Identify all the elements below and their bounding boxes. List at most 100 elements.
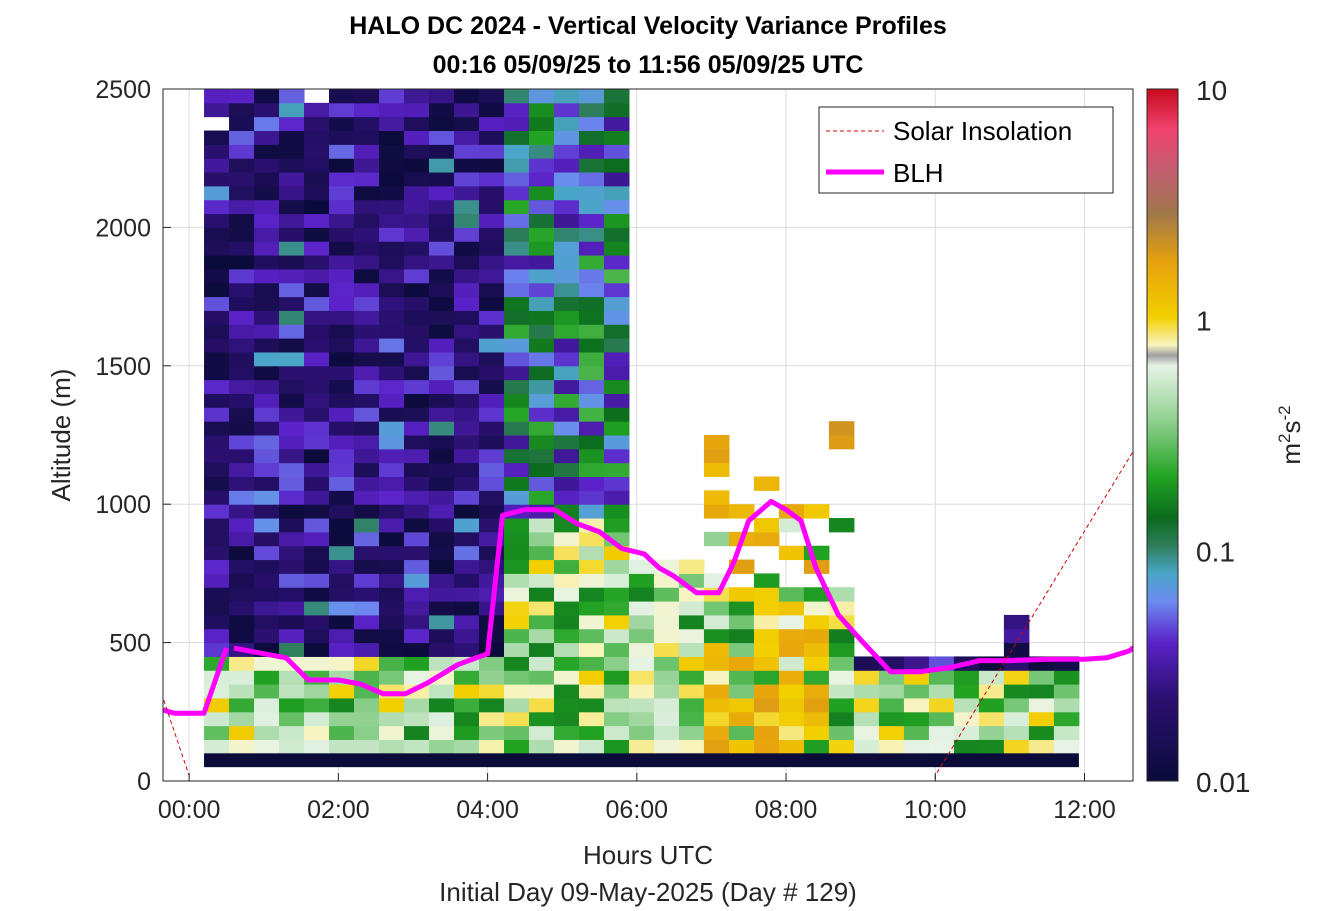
heatmap-cell [329, 435, 355, 450]
heatmap-cell [1028, 697, 1055, 713]
heatmap-cell [404, 504, 430, 519]
heatmap-cell [728, 587, 755, 602]
heatmap-cell [478, 130, 505, 145]
heatmap-cell [528, 614, 555, 630]
heatmap-cell [229, 601, 255, 616]
heatmap-cell [304, 587, 330, 602]
heatmap-cell [603, 407, 630, 422]
heatmap-cell [528, 338, 555, 353]
heatmap-cell [578, 89, 605, 104]
heatmap-cell [379, 130, 405, 145]
heatmap-cell [753, 642, 780, 657]
heatmap-cell [254, 601, 280, 616]
heatmap-cell [379, 351, 405, 367]
blh-line [233, 498, 1133, 697]
x-tick-label: 04:00 [456, 796, 519, 824]
heatmap-cell [454, 531, 480, 547]
heatmap-cell [229, 324, 255, 339]
heatmap-cell [254, 531, 280, 547]
heatmap-cell [379, 725, 405, 740]
heatmap-cell [354, 268, 380, 284]
heatmap-cell [678, 725, 705, 740]
heatmap-cell [528, 697, 555, 713]
heatmap-cell [254, 670, 280, 685]
heatmap-cell [429, 462, 455, 478]
heatmap-cell [379, 282, 405, 298]
heatmap-cell [379, 448, 405, 464]
heatmap-cell [803, 504, 830, 519]
heatmap-cell [254, 711, 280, 727]
heatmap-cell [404, 435, 430, 450]
heatmap-cell [553, 587, 580, 602]
heatmap-cell [603, 130, 630, 145]
heatmap-cell [553, 476, 580, 491]
heatmap-cell [329, 185, 355, 201]
heatmap-cell [429, 559, 455, 574]
heatmap-cell [454, 518, 480, 533]
heatmap-cell [279, 310, 305, 325]
heatmap-cell [329, 241, 355, 256]
heatmap-cell [753, 739, 780, 754]
heatmap-cell [404, 490, 430, 505]
heatmap-cell [204, 89, 230, 104]
heatmap-cell [454, 711, 480, 727]
heatmap-cell [429, 338, 455, 353]
heatmap-cell [204, 435, 230, 450]
heatmap-cell [503, 697, 530, 713]
heatmap-cell [528, 365, 555, 381]
heatmap-cell [379, 241, 405, 256]
heatmap-cell [329, 739, 355, 754]
heatmap-cell [578, 102, 605, 118]
heatmap-cell [653, 614, 680, 630]
heatmap-cell [354, 185, 380, 201]
heatmap-cell [429, 421, 455, 436]
heatmap-cell [354, 199, 380, 215]
heatmap-cell [454, 559, 480, 574]
heatmap-cell [354, 601, 380, 616]
heatmap-cell [329, 227, 355, 242]
heatmap-cell [653, 642, 680, 657]
heatmap-cell [454, 476, 480, 491]
heatmap-cell [553, 448, 580, 464]
heatmap-cell [279, 185, 305, 201]
heatmap-cell [628, 559, 655, 574]
heatmap-cell [478, 282, 505, 298]
heatmap-cell [528, 656, 555, 671]
heatmap-cell [354, 476, 380, 491]
heatmap-cell [578, 628, 605, 644]
heatmap-cell [753, 587, 780, 602]
heatmap-cell [354, 559, 380, 574]
heatmap-cell [404, 628, 430, 644]
heatmap-cell [803, 711, 830, 727]
colorbar-label-base: m [1276, 443, 1306, 465]
heatmap-cell [703, 642, 730, 657]
heatmap-cell [354, 518, 380, 533]
heatmap-cell [478, 573, 505, 588]
y-tick-label: 2000 [95, 214, 151, 242]
heatmap-cell [329, 102, 355, 118]
heatmap-cell [603, 172, 630, 187]
heatmap-cell [204, 587, 230, 602]
heatmap-cell [678, 670, 705, 685]
heatmap-cell [1053, 697, 1080, 713]
heatmap-cell [304, 351, 330, 367]
heatmap-cell [429, 435, 455, 450]
heatmap-cell [853, 711, 880, 727]
heatmap-cell [528, 642, 555, 657]
heatmap-cell [503, 421, 530, 436]
heatmap-cell [204, 213, 230, 228]
heatmap-cell [204, 351, 230, 367]
heatmap-cell [229, 573, 255, 588]
heatmap-cell [553, 185, 580, 201]
heatmap-cell [229, 379, 255, 394]
heatmap-cell [528, 144, 555, 159]
heatmap-cell [578, 379, 605, 394]
heatmap-cell [553, 628, 580, 644]
heatmap-cell [903, 725, 930, 740]
heatmap-cell [279, 296, 305, 311]
heatmap-cell [254, 614, 280, 630]
heatmap-cell [478, 268, 505, 284]
heatmap-cell [503, 158, 530, 173]
heatmap-cell [379, 573, 405, 588]
heatmap-cell [404, 282, 430, 298]
